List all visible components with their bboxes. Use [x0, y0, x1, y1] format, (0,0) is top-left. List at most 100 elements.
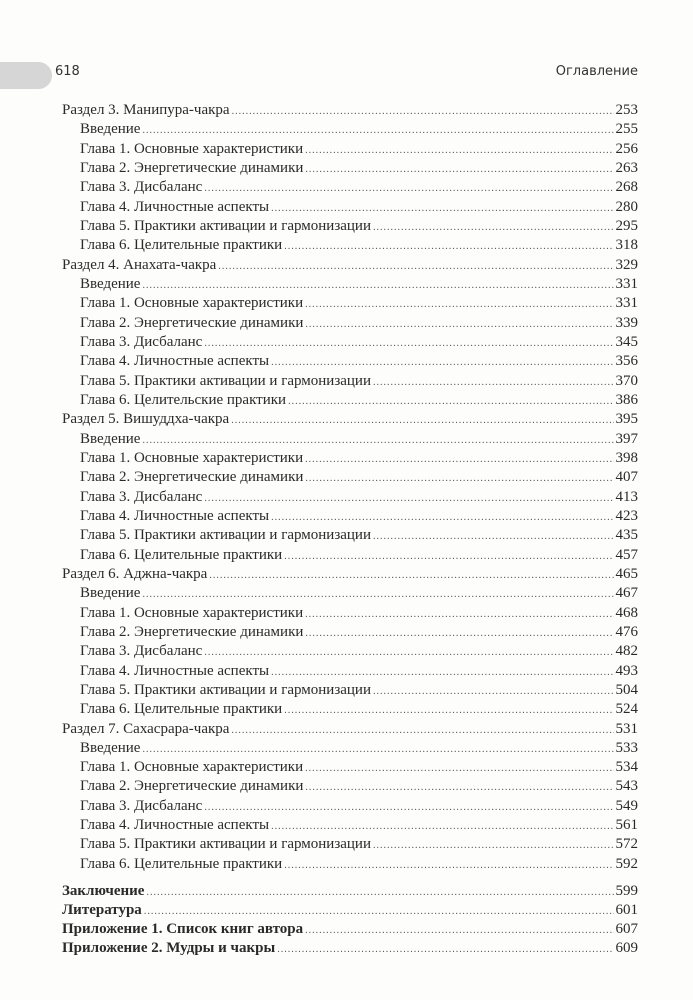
dot-leader	[142, 276, 613, 295]
dot-leader	[271, 663, 613, 682]
dot-leader	[305, 295, 613, 314]
toc-entry-title: Глава 6. Целительные практики	[80, 701, 283, 718]
toc-entry-page: 331	[615, 295, 639, 312]
toc-entry-chapter: Глава 2. Энергетические динамики 476	[62, 623, 638, 642]
dot-leader	[204, 798, 613, 817]
dot-leader	[209, 566, 613, 585]
toc-entry-bold: Заключение 599	[62, 882, 638, 901]
toc-entry-chapter: Глава 4. Личностные аспекты 493	[62, 662, 638, 681]
running-title: Оглавление	[555, 64, 638, 79]
dot-leader	[231, 721, 613, 740]
toc-entry-section: Раздел 7. Сахасрара-чакра 531	[62, 720, 638, 739]
toc-entry-section: Раздел 3. Манипура-чакра 253	[62, 101, 638, 120]
dot-leader	[284, 547, 613, 566]
toc-entry-bold: Литература 601	[62, 901, 638, 920]
toc-entry-title: Глава 4. Личностные аспекты	[80, 817, 270, 834]
dot-leader	[232, 102, 614, 121]
toc-entry-page: 407	[615, 469, 639, 486]
toc-entry-page: 607	[615, 921, 639, 938]
toc-entry-title: Глава 4. Личностные аспекты	[80, 353, 270, 370]
toc-entry-title: Глава 3. Дисбаланс	[80, 797, 203, 814]
toc-entry-title: Глава 5. Практики активации и гармонизац…	[80, 836, 371, 853]
dot-leader	[204, 179, 613, 198]
toc-entry-title: Глава 2. Энергетические динамики	[80, 469, 304, 486]
toc-entry-title: Раздел 3. Манипура-чакра	[62, 102, 230, 118]
toc-entry-title: Глава 1. Основные характеристики	[80, 140, 304, 157]
toc-entry-page: 476	[615, 623, 639, 640]
toc-entry-title: Глава 3. Дисбаланс	[80, 643, 203, 660]
table-of-contents: Раздел 3. Манипура-чакра 253 Введение 255 Гл…	[62, 101, 638, 958]
dot-leader	[142, 121, 613, 140]
toc-entry-title: Приложение 1. Список книг автора	[62, 921, 304, 938]
dot-leader	[373, 682, 614, 701]
toc-entry-title: Глава 6. Целительные практики	[80, 855, 283, 872]
dot-leader	[305, 624, 613, 643]
toc-entry-title: Глава 2. Энергетические динамики	[80, 778, 304, 795]
toc-entry-chapter: Глава 5. Практики активации и гармонизац…	[62, 526, 638, 545]
toc-entry-page: 609	[615, 940, 639, 957]
toc-entry-title: Глава 6. Целительные практики	[80, 546, 283, 563]
toc-entry-title: Глава 3. Дисбаланс	[80, 488, 203, 505]
toc-entry-page: 531	[615, 720, 639, 737]
toc-entry-chapter: Глава 3. Дисбаланс 549	[62, 797, 638, 816]
toc-entry-page: 534	[615, 759, 639, 776]
toc-entry-chapter: Глава 6. Целительские практики 386	[62, 391, 638, 410]
toc-entry-page: 256	[615, 140, 639, 157]
toc-entry-page: 561	[615, 817, 639, 834]
toc-entry-chapter: Глава 6. Целительные практики 457	[62, 546, 638, 565]
toc-entry-page: 280	[615, 198, 639, 215]
toc-entry-page: 268	[615, 179, 639, 196]
toc-entry-title: Введение	[80, 430, 141, 447]
dot-leader	[142, 585, 613, 604]
toc-entry-chapter: Глава 3. Дисбаланс 345	[62, 333, 638, 352]
dot-leader	[305, 759, 613, 778]
toc-entry-title: Приложение 2. Мудры и чакры	[62, 940, 276, 957]
toc-entry-page: 504	[615, 681, 639, 698]
toc-entry-page: 255	[615, 121, 639, 138]
toc-entry-chapter: Глава 1. Основные характеристики 331	[62, 294, 638, 313]
toc-entry-chapter: Глава 6. Целительные практики 318	[62, 236, 638, 255]
toc-entry-chapter: Глава 3. Дисбаланс 482	[62, 642, 638, 661]
dot-leader	[288, 392, 613, 411]
dot-leader	[284, 701, 613, 720]
toc-entry-title: Глава 3. Дисбаланс	[80, 333, 203, 350]
toc-entry-chapter: Глава 4. Личностные аспекты 356	[62, 352, 638, 371]
toc-entry-chapter: Глава 5. Практики активации и гармонизац…	[62, 372, 638, 391]
dot-leader	[144, 902, 614, 921]
toc-entry-page: 457	[615, 546, 639, 563]
toc-entry-page: 465	[615, 565, 639, 582]
toc-entry-page: 413	[615, 488, 639, 505]
toc-entry-title: Раздел 6. Аджна-чакра	[62, 565, 208, 582]
dot-leader	[271, 817, 613, 836]
toc-entry-page: 482	[615, 643, 639, 660]
toc-entry-chapter: Введение 533	[62, 739, 638, 758]
toc-entry-title: Глава 5. Практики активации и гармонизац…	[80, 681, 371, 698]
toc-entry-chapter: Глава 6. Целительные практики 592	[62, 855, 638, 874]
toc-entry-page: 592	[615, 855, 639, 872]
dot-leader	[305, 315, 613, 334]
toc-entry-chapter: Введение 331	[62, 275, 638, 294]
toc-entry-title: Глава 3. Дисбаланс	[80, 179, 203, 196]
dot-leader	[284, 237, 613, 256]
toc-entry-chapter: Введение 397	[62, 430, 638, 449]
toc-entry-section: Раздел 6. Аджна-чакра 465	[62, 565, 638, 584]
toc-entry-page: 524	[615, 701, 639, 718]
toc-entry-chapter: Глава 2. Энергетические динамики 263	[62, 159, 638, 178]
dot-leader	[305, 450, 613, 469]
toc-entry-page: 295	[615, 217, 639, 234]
toc-entry-page: 263	[615, 159, 639, 176]
toc-entry-title: Введение	[80, 275, 141, 292]
toc-entry-page: 533	[615, 739, 639, 756]
dot-leader	[218, 257, 613, 276]
toc-entry-page: 345	[615, 333, 639, 350]
toc-entry-chapter: Глава 6. Целительные практики 524	[62, 700, 638, 719]
toc-entry-chapter: Введение 467	[62, 584, 638, 603]
toc-entry-page: 435	[615, 527, 639, 544]
toc-entry-chapter: Глава 2. Энергетические динамики 339	[62, 314, 638, 333]
toc-entry-title: Глава 2. Энергетические динамики	[80, 314, 304, 331]
dot-leader	[305, 469, 613, 488]
toc-entry-bold: Приложение 1. Список книг автора 607	[62, 920, 638, 939]
toc-entry-title: Глава 1. Основные характеристики	[80, 604, 304, 621]
toc-entry-title: Глава 2. Энергетические динамики	[80, 623, 304, 640]
toc-entry-title: Введение	[80, 121, 141, 138]
